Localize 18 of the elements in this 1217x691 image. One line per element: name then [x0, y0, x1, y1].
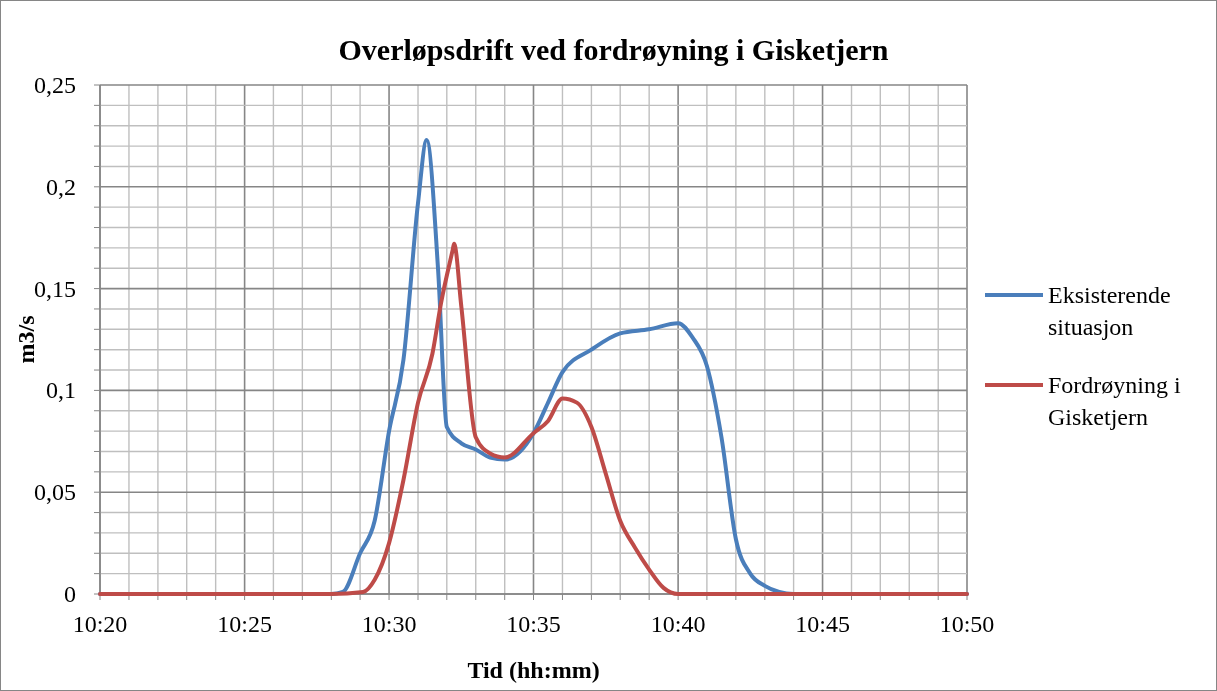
x-tick-label: 10:50	[939, 611, 995, 637]
y-tick-label: 0,25	[34, 72, 76, 98]
x-tick-label: 10:30	[361, 611, 417, 637]
y-tick-label: 0	[64, 581, 76, 607]
legend-label: Fordrøyning i Gisketjern	[1048, 372, 1181, 430]
x-tick-label: 10:45	[795, 611, 850, 637]
y-tick-label: 0,05	[34, 479, 76, 506]
x-tick-label: 10:40	[650, 611, 706, 637]
x-tick-label: 10:25	[217, 611, 272, 637]
x-axis-title: Tid (hh:mm)	[467, 657, 600, 683]
legend-label: Eksisterende situasjon	[1048, 282, 1171, 340]
y-tick-label: 0,15	[34, 275, 76, 302]
x-tick-label: 10:20	[72, 611, 128, 637]
x-tick-label: 10:35	[506, 611, 561, 637]
y-tick-label: 0,2	[46, 173, 76, 200]
chart-title: Overløpsdrift ved fordrøyning i Gisketjern	[338, 33, 889, 66]
y-tick-label: 0,1	[46, 377, 76, 404]
y-axis-title: m3/s	[13, 315, 39, 364]
